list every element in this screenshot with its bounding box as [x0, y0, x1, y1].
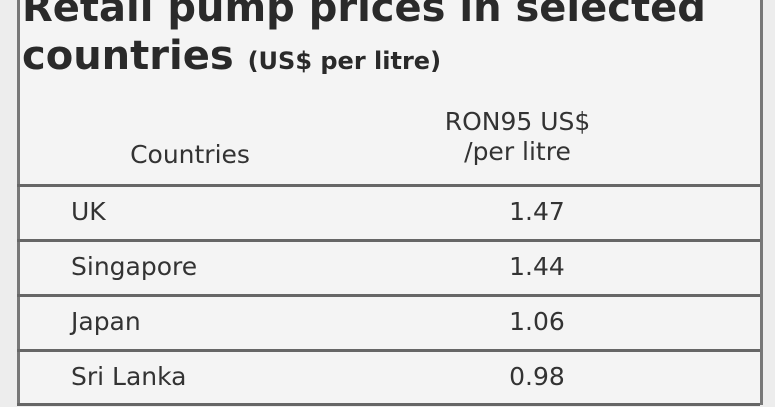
table-bottom-rule [17, 403, 760, 406]
table-row: UK 1.47 [17, 184, 760, 241]
column-header: Countries [130, 140, 250, 169]
price-cell: 1.44 [509, 252, 565, 281]
table-row: Singapore 1.44 [17, 239, 760, 296]
table-row: Japan 1.06 [17, 294, 760, 351]
price-cell: 1.47 [509, 197, 565, 226]
price-cell: 1.06 [509, 307, 565, 336]
column-header: RON95 US$ /per litre [444, 107, 591, 166]
price-cell: 0.98 [509, 362, 565, 391]
subtitle: (US$ per litre) [247, 47, 442, 75]
country-cell: Japan [71, 307, 141, 336]
country-cell: UK [71, 197, 106, 226]
title-block: Retail pump prices in selected countries… [22, 0, 742, 85]
table-row: Sri Lanka 0.98 [17, 349, 760, 406]
table-frame [17, 0, 763, 405]
country-cell: Singapore [71, 252, 198, 281]
country-cell: Sri Lanka [71, 362, 187, 391]
title: Retail pump prices in selected countries [22, 0, 706, 79]
